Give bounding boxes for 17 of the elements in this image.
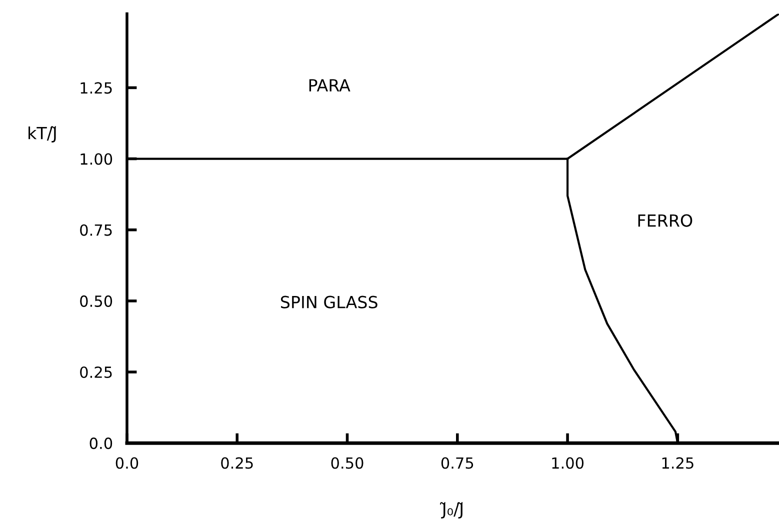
x-tick-label: 0.50 <box>331 457 364 469</box>
annotation: FERRO <box>638 214 692 227</box>
x-tick-label: 1.25 <box>662 457 694 469</box>
y-tick-label: 0.50 <box>80 295 112 307</box>
annotation: PARA <box>309 79 350 92</box>
y-tick-label: 0.0 <box>90 438 112 450</box>
annotation: SPIN GLASS <box>280 296 378 308</box>
x-tick-label: 1.00 <box>552 457 584 469</box>
y-tick-label: 0.75 <box>80 224 112 236</box>
y-tick-label: 0.25 <box>80 366 112 378</box>
x-axis-title: J̃₀/J̃ <box>440 502 463 518</box>
x-tick-label: 0.75 <box>441 457 474 469</box>
y-tick-label: 1.25 <box>80 82 112 94</box>
x-tick-label: 0.0 <box>116 457 138 469</box>
y-tick-label: 1.00 <box>80 153 112 165</box>
x-tick-label: 0.25 <box>221 457 253 469</box>
y-axis-title: kT/J̃ <box>28 126 56 142</box>
